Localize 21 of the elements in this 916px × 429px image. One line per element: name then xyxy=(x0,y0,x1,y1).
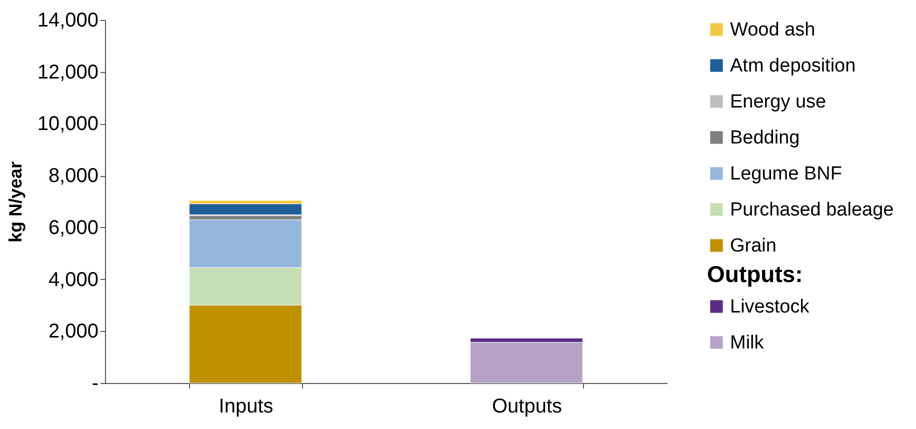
legend-label: Legume BNF xyxy=(730,164,842,184)
y-tick-label: 6,000 xyxy=(48,216,98,239)
legend-label: Bedding xyxy=(730,128,800,148)
legend-label: Grain xyxy=(730,236,776,256)
y-tick-label: 8,000 xyxy=(48,165,98,188)
legend-label: Atm deposition xyxy=(730,56,856,76)
y-axis-title: kg N/year xyxy=(5,161,26,243)
y-tick-label: 14,000 xyxy=(37,10,98,32)
y-tick-label: 2,000 xyxy=(48,320,98,343)
y-tick-label: 10,000 xyxy=(37,113,98,136)
legend-label: Livestock xyxy=(730,296,810,318)
y-tick-label: 4,000 xyxy=(48,268,98,291)
x-tick-label: Inputs xyxy=(218,396,274,418)
x-tick-label: Outputs xyxy=(492,396,562,418)
legend-label: Milk xyxy=(730,332,764,354)
legend-label: Wood ash xyxy=(730,20,816,40)
y-tick-label: - xyxy=(92,372,98,394)
legend-label: Purchased baleage xyxy=(730,200,894,220)
legend-title: Outputs: xyxy=(707,261,803,287)
legend-label: Energy use xyxy=(730,92,826,112)
y-tick-label: 12,000 xyxy=(37,61,98,84)
